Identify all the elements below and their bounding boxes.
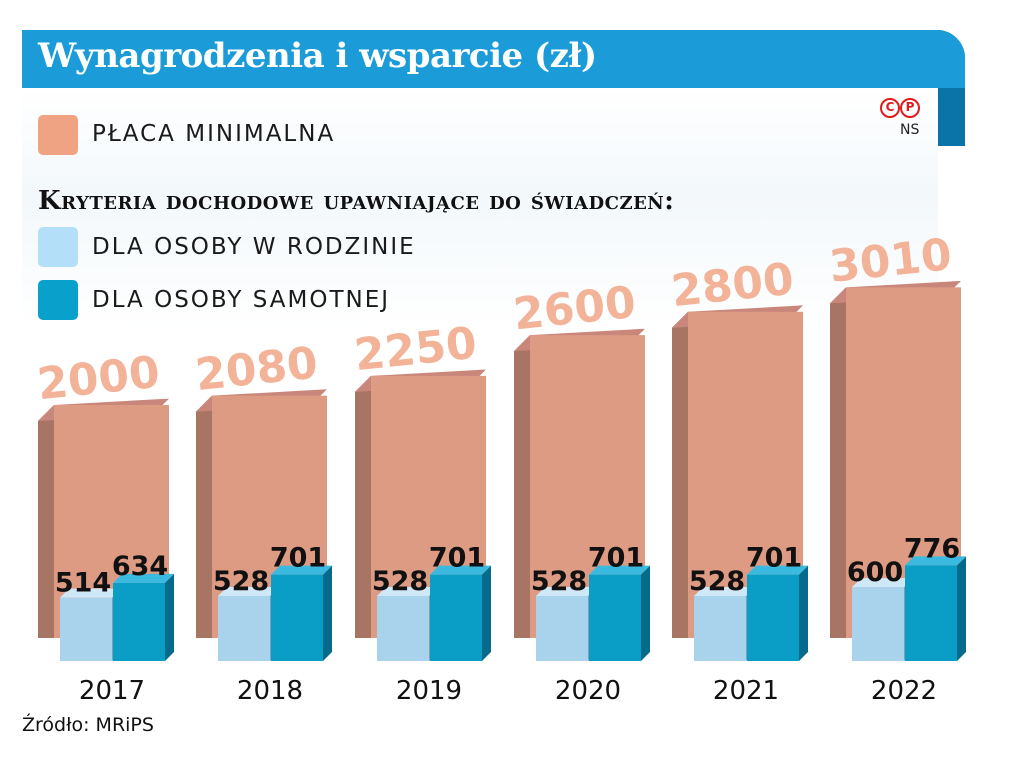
bar-family-2017: [60, 597, 112, 661]
label-single-2019: 701: [429, 543, 485, 574]
bar-single-2018-top: [271, 565, 332, 575]
tick-label-2021: 2021: [713, 676, 779, 706]
bar-single-2020-side: [641, 565, 650, 661]
tick-label-2017: 2017: [79, 676, 145, 706]
bar-family-2022-top: [852, 578, 913, 588]
bar-single-2019-side: [482, 565, 491, 661]
bar-family-2017-top: [60, 588, 121, 598]
bar-family-2022: [852, 587, 904, 661]
legend-panel: [22, 88, 938, 328]
chart-title: Wynagrodzenia i wsparcie (zł): [38, 36, 597, 76]
legend-swatch-family: [38, 227, 78, 267]
label-single-2020: 701: [588, 543, 644, 574]
legend-label-family: DLA OSOBY W RODZINIE: [92, 234, 416, 260]
label-min-wage-2017: 2000: [35, 347, 162, 411]
bar-min-wage-2021-side: [672, 311, 688, 638]
bar-family-2021: [694, 595, 746, 661]
tick-label-2020: 2020: [555, 676, 621, 706]
bar-family-2018-top: [218, 586, 279, 596]
label-family-2020: 528: [531, 566, 587, 597]
legend-label-min-wage: PŁACA MINIMALNA: [92, 121, 336, 147]
bar-single-2017: [113, 582, 165, 661]
label-family-2022: 600: [847, 557, 903, 588]
label-min-wage-2022: 3010: [827, 229, 954, 293]
bar-single-2019: [430, 574, 482, 661]
bar-single-2021-side: [799, 565, 808, 661]
tick-label-2022: 2022: [871, 676, 937, 706]
bar-min-wage-2022-side: [830, 287, 846, 638]
label-family-2019: 528: [372, 566, 428, 597]
label-family-2018: 528: [213, 566, 269, 597]
logo-c-icon: C: [880, 98, 900, 118]
logo-p-icon: P: [900, 98, 920, 118]
bar-family-2020-top: [536, 586, 597, 596]
bar-family-2019: [377, 595, 429, 661]
source-note: Źródło: MRiPS: [22, 714, 154, 736]
bar-min-wage-2018-side: [196, 395, 212, 638]
tick-label-2018: 2018: [237, 676, 303, 706]
bar-min-wage-2019-side: [355, 375, 371, 638]
bar-single-2022: [905, 565, 957, 661]
bar-single-2017-top: [113, 573, 174, 583]
legend-swatch-single: [38, 280, 78, 320]
bar-single-2017-side: [165, 573, 174, 661]
bar-family-2018: [218, 595, 270, 661]
label-single-2022: 776: [904, 533, 960, 564]
bar-family-2021-top: [694, 586, 755, 596]
bar-single-2020-top: [589, 565, 650, 575]
label-min-wage-2018: 2080: [193, 337, 320, 401]
bar-family-2020: [536, 595, 588, 661]
bar-single-2021-top: [747, 565, 808, 575]
bar-family-2019-top: [377, 586, 438, 596]
header-bar: [22, 30, 965, 88]
label-single-2017: 634: [112, 551, 168, 582]
bar-single-2018-side: [323, 565, 332, 661]
legend-label-single: DLA OSOBY SAMOTNEJ: [92, 287, 391, 313]
bar-single-2022-side: [957, 556, 966, 661]
label-single-2018: 701: [270, 543, 326, 574]
logo-text: NS: [900, 122, 920, 138]
label-min-wage-2021: 2800: [669, 254, 796, 318]
label-min-wage-2019: 2250: [352, 318, 479, 382]
label-single-2021: 701: [746, 543, 802, 574]
bar-min-wage-2017-side: [38, 405, 54, 638]
tick-label-2019: 2019: [396, 676, 462, 706]
bar-single-2018: [271, 574, 323, 661]
legend-swatch-min-wage: [38, 115, 78, 155]
bar-single-2021: [747, 574, 799, 661]
label-family-2017: 514: [55, 568, 111, 599]
label-family-2021: 528: [689, 566, 745, 597]
bar-single-2022-top: [905, 556, 966, 566]
label-min-wage-2020: 2600: [511, 277, 638, 341]
bar-single-2020: [589, 574, 641, 661]
subheading: Kryteria dochodowe upawniające do świadc…: [38, 186, 675, 216]
bar-single-2019-top: [430, 565, 491, 575]
bar-min-wage-2020-side: [514, 335, 530, 638]
